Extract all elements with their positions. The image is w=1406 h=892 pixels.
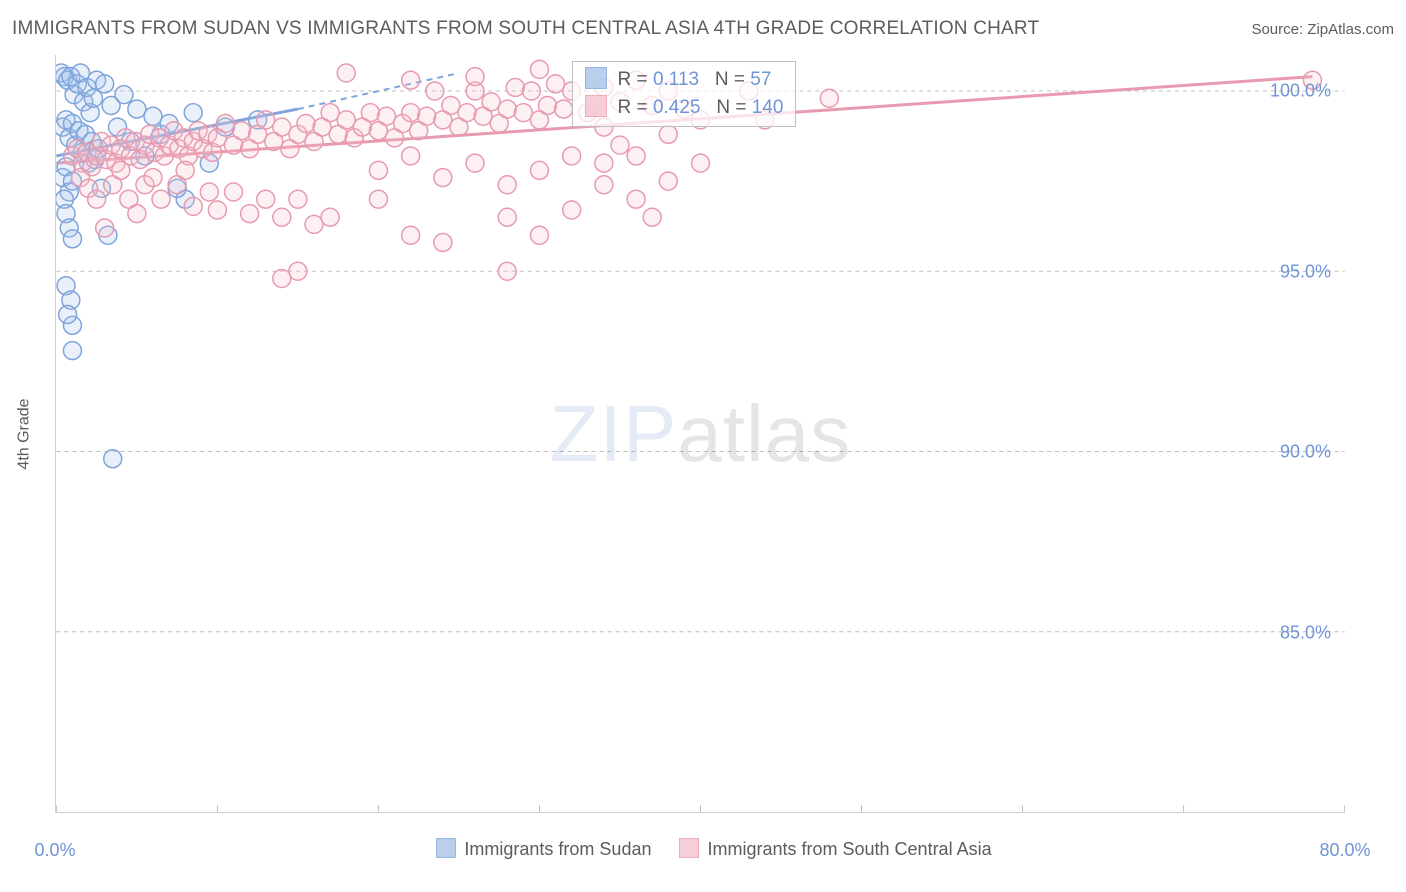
y-tick-label: 90.0%	[1280, 442, 1331, 463]
y-tick-label: 100.0%	[1270, 81, 1331, 102]
n-value-scasia: 140	[752, 97, 784, 118]
swatch-scasia-icon	[585, 95, 607, 117]
r-value-scasia: 0.425	[653, 97, 701, 118]
y-axis-label: 4th Grade	[16, 398, 34, 469]
chart-title: IMMIGRANTS FROM SUDAN VS IMMIGRANTS FROM…	[12, 18, 1039, 40]
legend-swatch-sudan-icon	[436, 838, 456, 858]
watermark-suffix: atlas	[677, 389, 851, 478]
legend-swatch-scasia-icon	[679, 838, 699, 858]
x-axis-row: 0.0% 80.0% Immigrants from SudanImmigran…	[55, 830, 1345, 880]
swatch-sudan-icon	[585, 67, 607, 89]
legend-label-scasia: Immigrants from South Central Asia	[707, 839, 991, 859]
series-legend: Immigrants from Sudan Immigrants from Sou…	[55, 838, 1345, 860]
watermark: ZIPatlas	[550, 388, 851, 480]
source-citation: Source: ZipAtlas.com	[1251, 21, 1394, 38]
header: IMMIGRANTS FROM SUDAN VS IMMIGRANTS FROM…	[12, 18, 1394, 40]
n-value-sudan: 57	[750, 69, 771, 90]
r-value-sudan: 0.113	[653, 69, 699, 90]
legend-label-sudan: Immigrants from Sudan	[464, 839, 651, 859]
watermark-prefix: ZIP	[550, 389, 677, 478]
stats-row-scasia: R = 0.425 N = 140	[585, 94, 783, 122]
y-tick-label: 85.0%	[1280, 622, 1331, 643]
plot-area: ZIPatlas R = 0.113 N = 57 R = 0.425 N = …	[55, 55, 1345, 813]
correlation-stats-box: R = 0.113 N = 57 R = 0.425 N = 140	[572, 61, 796, 127]
y-tick-label: 95.0%	[1280, 261, 1331, 282]
stats-row-sudan: R = 0.113 N = 57	[585, 66, 783, 94]
y-axis-label-wrap: 4th Grade	[10, 55, 40, 813]
